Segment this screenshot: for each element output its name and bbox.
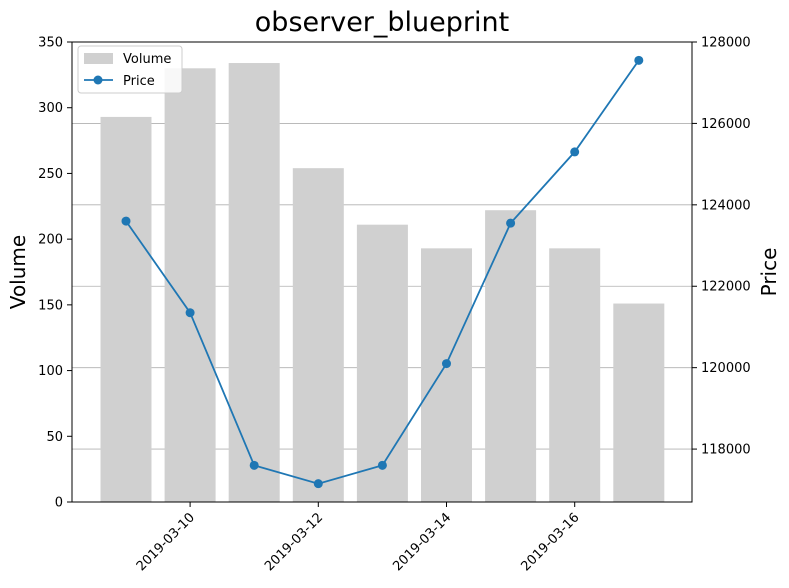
volume-bar: [613, 303, 665, 502]
y-right-tick-label: 118000: [701, 443, 751, 458]
price-point: [249, 460, 259, 470]
volume-bar: [100, 116, 152, 503]
volume-bar: [164, 68, 216, 503]
y-right-tick-label: 120000: [701, 361, 751, 376]
price-line-layer: [121, 55, 644, 489]
price-point: [634, 55, 644, 65]
volume-bar: [292, 168, 344, 502]
price-point: [313, 479, 323, 489]
price-point: [570, 147, 580, 157]
bars-layer: [100, 63, 665, 503]
volume-bar: [421, 248, 472, 502]
y-left-tick-label: 200: [38, 233, 63, 248]
legend-price-label: Price: [123, 74, 155, 89]
price-point: [506, 218, 516, 228]
price-point: [121, 216, 131, 226]
y-axis-right-label: Price: [757, 248, 781, 297]
price-point: [185, 308, 195, 318]
y-left-tick-label: 50: [46, 430, 63, 445]
y-right-tick-label: 124000: [701, 198, 751, 213]
volume-bar: [228, 63, 280, 503]
legend-price-swatch-marker: [93, 75, 103, 85]
price-point: [442, 359, 451, 369]
y-left-tick-label: 0: [55, 496, 63, 511]
legend-volume-label: Volume: [123, 52, 171, 67]
volume-bar: [549, 248, 601, 502]
y-left-tick-label: 300: [38, 101, 63, 116]
legend-volume-swatch: [84, 53, 113, 64]
y-left-tick-label: 250: [38, 167, 63, 182]
legend: Volume Price: [77, 45, 183, 94]
y-right-tick-label: 126000: [701, 117, 751, 132]
price-point: [377, 460, 387, 470]
y-left-tick-label: 150: [38, 298, 63, 313]
volume-bar: [356, 224, 408, 502]
y-right-tick-label: 128000: [701, 36, 751, 51]
y-left-tick-label: 350: [38, 36, 63, 51]
volume-bar: [485, 210, 537, 502]
plot-frame: [71, 41, 693, 503]
chart-title: observer_blueprint: [255, 7, 509, 38]
y-right-tick-label: 122000: [701, 280, 751, 295]
y-left-tick-label: 100: [38, 364, 63, 379]
axes-layer: [71, 41, 693, 503]
y-axis-left-label: Volume: [6, 235, 30, 309]
